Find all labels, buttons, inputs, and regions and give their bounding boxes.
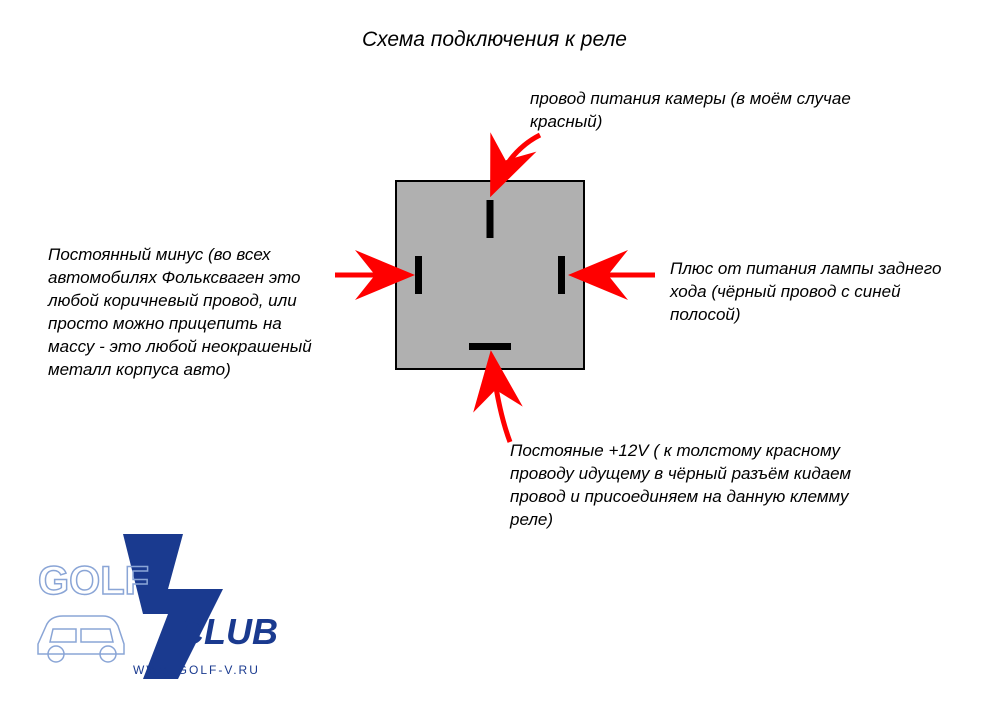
label-left: Постоянный минус (во всех автомобилях Фо… [48,244,328,382]
label-top: провод питания камеры (в моём случае кра… [530,88,870,134]
logo-golf-text: GOLF [38,559,149,603]
label-right: Плюс от питания лампы заднего хода (чёрн… [670,258,960,327]
logo-club-text: CLUB [178,611,278,652]
label-bottom: Постояные +12V ( к толстому красному про… [510,440,890,532]
diagram-title: Схема подключения к реле [0,28,989,52]
relay-pin-top [487,200,494,238]
relay-pin-left [415,256,422,294]
relay-pin-right [558,256,565,294]
site-logo: GOLF CLUB WWW.GOLF-V.RU [28,534,308,684]
relay-pin-bottom [469,343,511,350]
logo-car-icon [38,616,124,662]
relay-body [395,180,585,370]
logo-url: WWW.GOLF-V.RU [133,663,260,677]
